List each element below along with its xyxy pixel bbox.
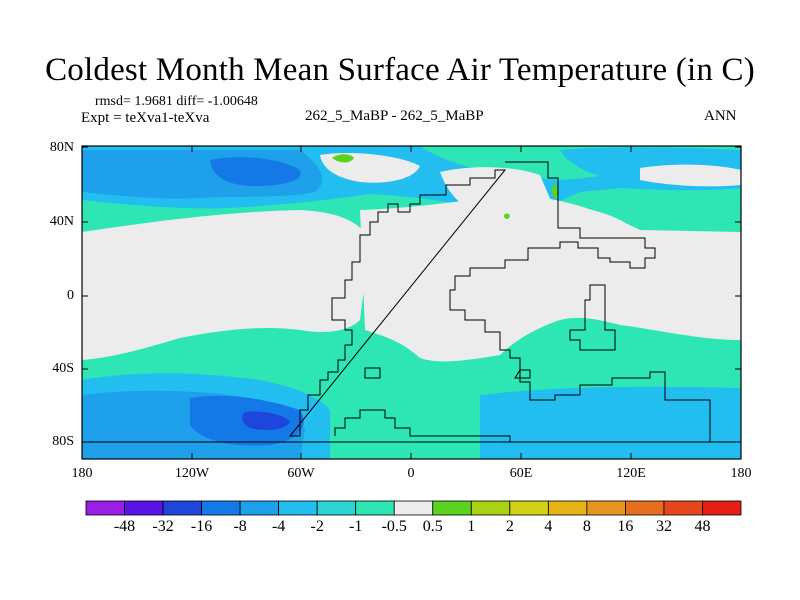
case-text: 262_5_MaBP - 262_5_MaBP bbox=[305, 108, 484, 124]
map-title: Coldest Month Mean Surface Air Temperatu… bbox=[45, 52, 755, 88]
field-neutral-siberia bbox=[560, 208, 650, 250]
colorbar-label: 2 bbox=[505, 518, 514, 535]
colorbar-box bbox=[586, 500, 626, 516]
lon-tick-120e: 120E bbox=[616, 466, 646, 481]
colorbar-label: -16 bbox=[190, 518, 213, 535]
lat-tick-80n: 80N bbox=[49, 140, 74, 155]
colorbar-label: -48 bbox=[113, 518, 136, 535]
colorbar-box bbox=[355, 500, 395, 516]
colorbar-label: 32 bbox=[655, 518, 672, 535]
field-neutral-tropics bbox=[82, 210, 370, 360]
lat-tick-80s: 80S bbox=[52, 434, 74, 449]
colorbar-box bbox=[278, 500, 318, 516]
lat-tick-40n: 40N bbox=[49, 214, 74, 229]
colorbar-label: -1 bbox=[349, 518, 363, 535]
colorbar-box bbox=[663, 500, 703, 516]
lon-tick-120w: 120W bbox=[174, 466, 210, 481]
field-green-central-asia bbox=[504, 213, 510, 219]
lat-tick-40s: 40S bbox=[52, 361, 74, 376]
colorbar-label: 4 bbox=[544, 518, 553, 535]
colorbar-box bbox=[470, 500, 511, 516]
colorbar-label: -8 bbox=[233, 518, 247, 535]
colorbar-label: 1 bbox=[467, 518, 476, 535]
field-blue-north bbox=[210, 157, 301, 186]
lon-tick-60e: 60E bbox=[509, 466, 533, 481]
lon-tick-180w: 180 bbox=[71, 466, 93, 481]
colorbar-box bbox=[316, 500, 357, 516]
colorbar-box bbox=[393, 500, 434, 516]
lon-tick-0: 0 bbox=[407, 466, 415, 481]
colorbar-label: 8 bbox=[582, 518, 591, 535]
colorbar-box bbox=[239, 500, 280, 516]
colorbar-label: 48 bbox=[694, 518, 711, 535]
field-light-blue-south-east bbox=[480, 386, 741, 459]
colorbar-box bbox=[625, 500, 665, 516]
continent-outline bbox=[82, 161, 740, 443]
colorbar-label: -0.5 bbox=[381, 518, 407, 535]
lon-tick-180e: 180 bbox=[730, 466, 752, 481]
field-deep-blue-south bbox=[242, 411, 290, 430]
lon-tick-60w: 60W bbox=[287, 466, 315, 481]
colorbar-box bbox=[85, 500, 125, 516]
field-green-asia bbox=[551, 184, 558, 199]
colorbar-box bbox=[162, 500, 202, 516]
colorbar-label: -32 bbox=[152, 518, 174, 535]
field-green-arctic bbox=[332, 154, 354, 163]
colorbar-box bbox=[201, 500, 241, 516]
field-neutral-greenland bbox=[640, 164, 741, 187]
season-text: ANN bbox=[704, 108, 737, 124]
colorbar bbox=[85, 500, 742, 516]
colorbar-box bbox=[509, 500, 549, 516]
colorbar-label: -2 bbox=[310, 518, 324, 535]
colorbar-box bbox=[547, 500, 588, 516]
colorbar-label: 16 bbox=[617, 518, 634, 535]
lat-tick-0: 0 bbox=[67, 288, 74, 303]
temperature-field bbox=[82, 146, 741, 459]
colorbar-box bbox=[702, 500, 742, 516]
colorbar-box bbox=[124, 500, 164, 516]
colorbar-box bbox=[432, 500, 472, 516]
map-ticks bbox=[82, 146, 741, 459]
colorbar-label: 0.5 bbox=[422, 518, 443, 535]
rmsd-diff-text: rmsd= 1.9681 diff= -1.00648 bbox=[95, 94, 258, 109]
experiment-text: Expt = teXva1-teXva bbox=[81, 110, 210, 126]
colorbar-label: -4 bbox=[271, 518, 286, 535]
field-neutral-north-atlantic bbox=[440, 167, 555, 221]
